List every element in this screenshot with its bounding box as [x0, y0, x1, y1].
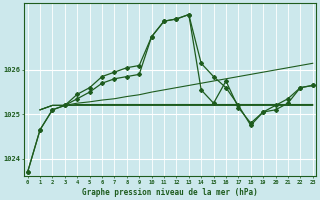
- X-axis label: Graphe pression niveau de la mer (hPa): Graphe pression niveau de la mer (hPa): [82, 188, 258, 197]
